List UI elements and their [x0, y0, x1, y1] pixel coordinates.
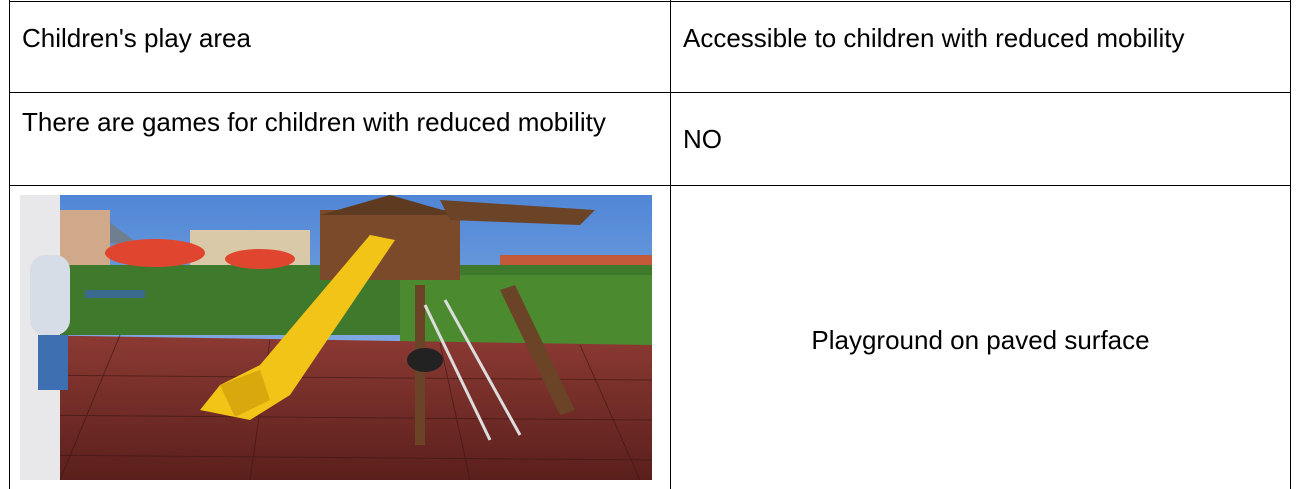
cell-text: NO	[683, 124, 722, 154]
cell-text: Playground on paved surface	[811, 325, 1150, 355]
cell-text: Accessible to children with reduced mobi…	[683, 23, 1185, 53]
cell-border	[670, 0, 671, 489]
playground-photo	[20, 195, 652, 480]
cell-text: Children's play area	[22, 23, 251, 53]
cell-border	[9, 185, 1291, 186]
cell-text: There are games for children with reduce…	[22, 107, 606, 137]
cell-border	[9, 0, 10, 489]
cell-border	[9, 92, 1291, 93]
cell-border	[9, 1, 1291, 2]
cell-border	[1290, 0, 1291, 489]
